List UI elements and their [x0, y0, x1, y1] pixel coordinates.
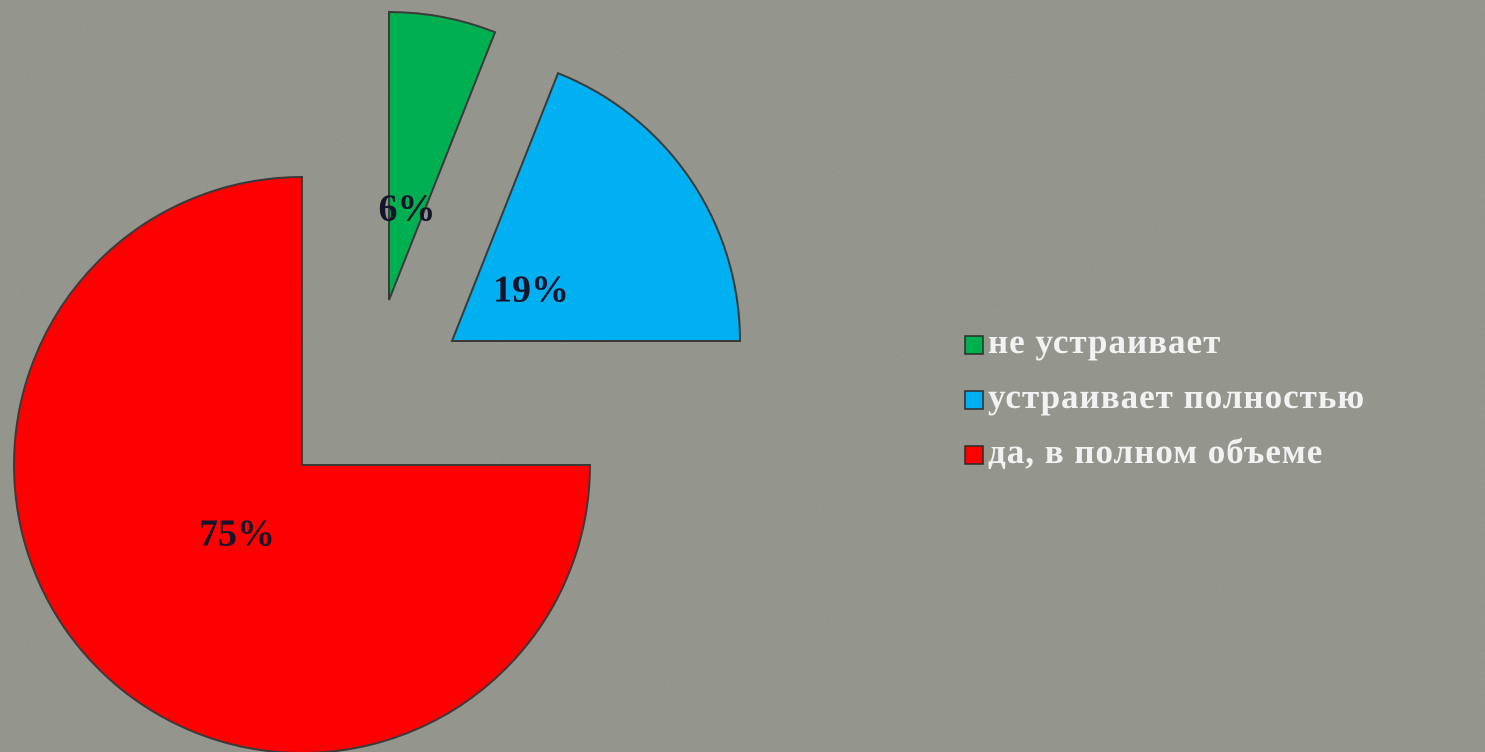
pie-slice: [450, 71, 742, 342]
legend-label: устраивает полностью: [988, 377, 1365, 416]
data-label: 6%: [379, 188, 436, 230]
legend-swatch: [964, 445, 984, 465]
pie-slice: [388, 10, 497, 301]
legend-label: не устраивает: [988, 322, 1221, 361]
pie-slice: [13, 175, 592, 752]
data-label: 75%: [199, 513, 275, 555]
legend-swatch: [964, 390, 984, 410]
data-label: 19%: [493, 269, 569, 311]
legend-label: да, в полном объеме: [988, 432, 1323, 471]
legend-swatch: [964, 335, 984, 355]
